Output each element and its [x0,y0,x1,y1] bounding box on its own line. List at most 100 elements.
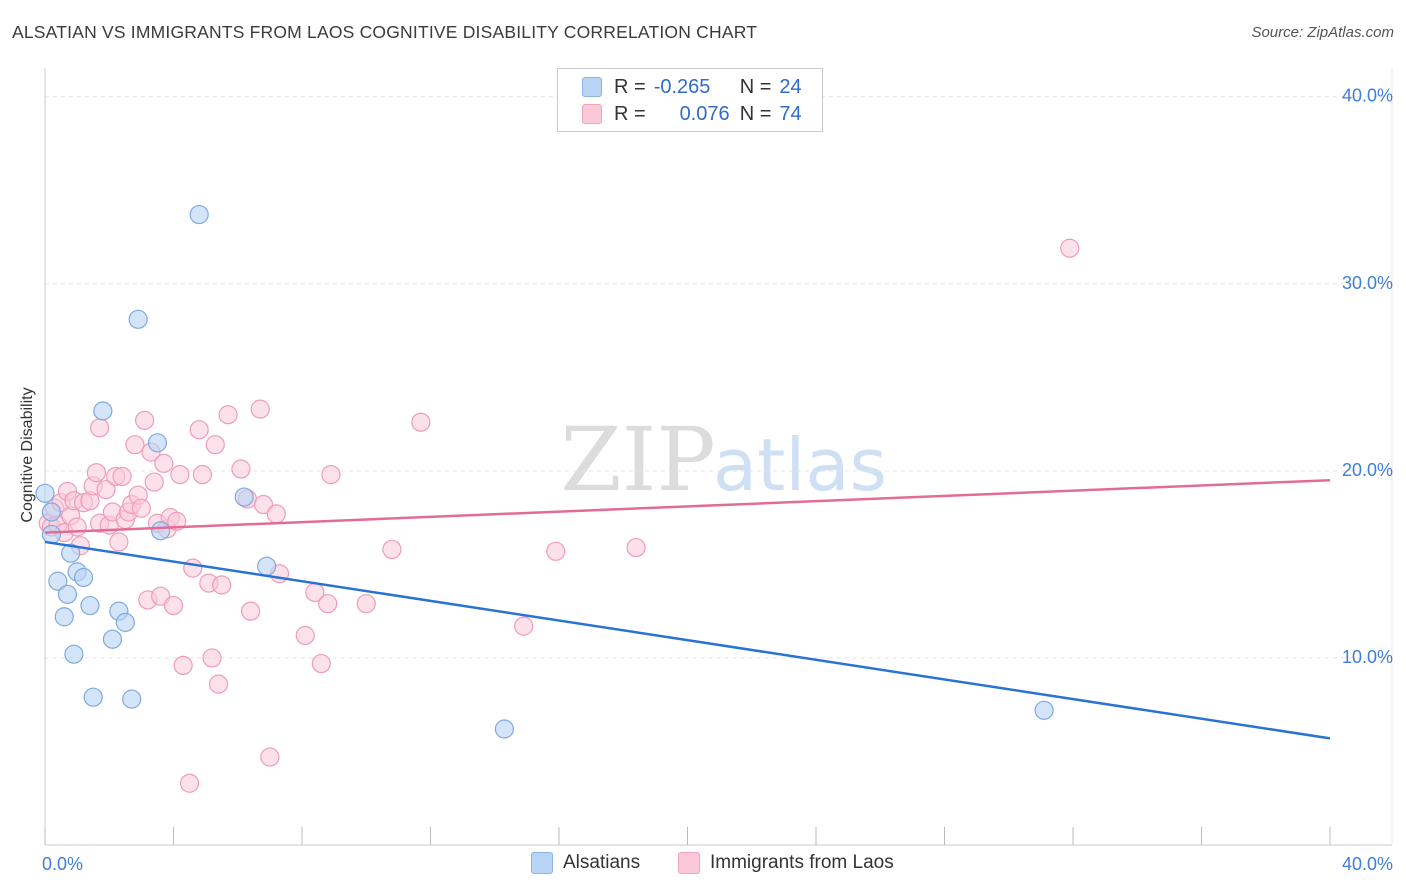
alsatian-point [73,567,94,588]
alsatian-point [48,571,68,591]
laos-point [109,532,129,552]
laos-point [546,541,566,561]
legend-swatch-pink [582,104,602,124]
laos-point [189,420,209,440]
laos-point [205,435,225,455]
laos-point [411,412,431,432]
alsatian-point [102,629,123,649]
laos-point [112,466,132,487]
laos-point [183,558,203,578]
y-tick-label: 20.0% [1342,460,1393,480]
y-tick-labels: 10.0% 20.0% 30.0% 40.0% [1342,86,1393,667]
laos-point [151,586,171,606]
laos-point [514,616,534,636]
laos-point [163,595,184,616]
laos-point [241,601,261,621]
legend-row-alsatians: R = -0.265 N = 24 [582,75,802,99]
laos-point [311,653,331,674]
laos-point [260,747,280,767]
axes [44,68,1393,846]
alsatian-point [151,521,171,541]
laos-point [170,464,190,485]
alsatian-point [64,644,84,664]
laos-point [134,410,155,430]
laos-point [125,435,145,455]
x-tick-labels: 0.0% 40.0% [42,854,1393,874]
alsatian-point [234,487,254,507]
correlation-legend: R = -0.265 N = 24 R = 0.076 N = 74 [557,68,823,132]
laos-point [218,405,238,425]
laos-point [144,472,164,492]
laos-point [154,453,174,473]
alsatian-point [115,612,135,632]
legend-r-label: R = [614,75,646,98]
legend-swatch-blue [531,852,553,874]
laos-point [626,537,646,558]
alsatian-point [54,607,74,627]
x-tick-label-max: 40.0% [1342,854,1393,874]
laos-point [96,479,116,500]
alsatian-point [61,543,81,563]
y-tick-label: 40.0% [1342,86,1393,106]
alsatian-point [83,687,103,707]
alsatian-points [35,204,1054,739]
legend-r-value: -0.265 [653,75,711,98]
legend-item-alsatians[interactable]: Alsatians [531,852,640,874]
legend-n-label: N = [739,102,772,125]
laos-point [67,517,87,537]
grid-lines [45,96,1392,659]
laos-point [90,418,110,438]
watermark-zip: ZIP [560,408,715,511]
laos-point [1060,238,1080,258]
chart-title: ALSATIAN VS IMMIGRANTS FROM LAOS COGNITI… [12,22,758,42]
watermark: ZIP atlas [560,408,887,511]
x-tick-label-min: 0.0% [42,854,83,874]
legend-label-alsatians: Alsatians [563,852,641,873]
laos-point [266,504,286,524]
legend-n-label: N = [739,75,772,98]
alsatian-trend-line [44,540,1331,740]
laos-point [318,594,338,614]
alsatian-point [189,204,209,225]
laos-point [231,459,251,479]
laos-point [295,625,315,646]
legend-label-laos: Immigrants from Laos [710,852,894,873]
laos-trend-line [44,478,1331,534]
series-legend: Alsatians Immigrants from Laos [0,852,1406,878]
legend-item-laos[interactable]: Immigrants from Laos [678,852,894,874]
alsatian-point [122,689,142,709]
legend-r-label: R = [614,102,646,125]
watermark-atlas: atlas [713,423,887,507]
laos-point [382,539,402,560]
laos-point [212,575,232,595]
laos-point [253,494,274,515]
y-tick-label: 30.0% [1342,273,1393,293]
alsatian-point [41,502,62,522]
laos-point [179,773,200,793]
legend-swatch-blue [582,77,602,97]
trend-lines [44,478,1331,740]
laos-point [131,498,151,518]
laos-point [321,464,341,485]
legend-r-value: 0.076 [679,102,730,125]
source-label: Source: ZipAtlas.com [1251,24,1394,41]
legend-row-laos: R = 0.076 N = 74 [582,102,802,126]
laos-points [38,238,1080,793]
legend-n-value: 24 [779,75,802,98]
laos-point [250,399,270,419]
alsatian-point [35,483,55,503]
alsatian-point [1034,700,1054,720]
alsatian-point [257,556,277,576]
alsatian-point [57,584,78,604]
laos-point [173,655,193,676]
laos-point [192,464,213,485]
alsatian-point [41,524,62,545]
alsatian-point [80,595,100,616]
y-tick-label: 10.0% [1342,647,1393,667]
laos-point [356,594,376,614]
legend-swatch-pink [678,852,700,874]
laos-point [86,463,107,483]
laos-point [208,674,229,694]
alsatian-point [93,401,113,421]
alsatian-point [494,719,514,739]
